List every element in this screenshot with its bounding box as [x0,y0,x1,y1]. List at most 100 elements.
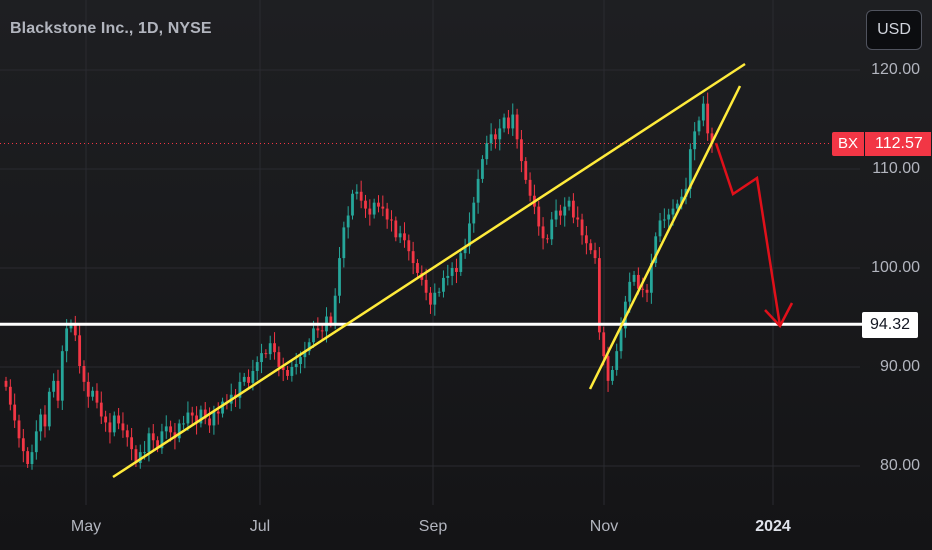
candle-body [164,426,168,432]
candle-body [680,196,684,204]
y-tick-label: 90.00 [879,358,920,375]
candle-body [459,253,463,272]
candle-body [649,263,653,293]
candle-body [8,386,12,405]
candle-body [628,281,632,302]
candle-body [671,208,675,215]
last-price-label: 112.57 [864,132,931,156]
candle-body [151,433,155,441]
candle-body [394,220,398,238]
candle-body [693,131,697,150]
candle-body [195,415,198,424]
candle-body [424,279,428,293]
candle-body [247,376,250,383]
candle-body [706,103,710,134]
candle-body [398,233,402,238]
candle-body [99,402,103,417]
candle-body [355,191,359,194]
candle-body [450,268,454,276]
candle-body [65,328,69,352]
candle-body [559,210,562,216]
candle-body [498,128,502,140]
candle-body [416,263,419,273]
chart-title: Blackstone Inc., 1D, NYSE [10,20,212,37]
candle-body [169,426,172,433]
candle-body [273,343,276,353]
candle-body [281,367,285,370]
candle-body [212,411,216,426]
candle-body [21,438,25,452]
x-tick-label: 2024 [755,518,791,535]
last-price-badge: BX 112.57 [832,132,931,156]
candle-body [584,235,588,244]
candle-body [238,381,242,398]
candle-body [34,431,38,453]
candle-body [342,227,346,259]
x-tick-label: Nov [589,518,619,535]
candle-body [437,291,441,293]
candle-body [56,380,60,401]
candle-body [593,250,597,259]
candle-body [17,420,21,439]
candle-body [312,328,315,343]
candle-body [268,343,272,355]
candle-body [26,451,30,465]
candle-body [710,133,714,144]
candle-body [615,351,619,370]
candle-body [442,277,445,292]
candle-body [251,370,255,383]
candle-body [524,161,528,180]
candle-body [619,328,623,352]
candle-body [589,243,593,251]
candle-body [134,449,138,464]
candle-body [52,380,56,392]
candle-body [554,210,558,220]
y-tick-label: 110.00 [872,160,920,177]
candle-body [377,202,380,207]
candle-body [641,288,645,290]
candle-body [520,139,523,162]
x-tick-label: May [70,518,102,535]
candle-body [563,206,567,216]
candle-body [632,274,636,282]
candle-body [294,364,298,367]
support-level-badge: 94.32 [862,312,918,338]
currency-button[interactable]: USD [866,10,922,50]
candle-body [481,159,484,179]
rising-wedge-lower-trendline [588,85,742,390]
candle-body [485,143,489,160]
projection-arrowhead [764,302,794,329]
candle-body [364,200,367,209]
candle-body [511,114,515,129]
candle-body [69,323,73,329]
candle-body [242,376,246,382]
candle-body [463,246,467,254]
y-tick-label: 80.00 [879,457,920,474]
candle-body [368,208,372,215]
x-tick-label: Jul [249,518,271,535]
candle-body [108,422,112,433]
candle-body [290,367,294,376]
candle-body [286,369,289,376]
candle-body [182,423,185,425]
candle-body [597,258,601,333]
candle-body [307,342,311,352]
candle-body [489,134,493,144]
candle-body [610,369,614,381]
projection-arrow-path [714,142,782,327]
candle-body [433,292,437,305]
candle-body [407,240,411,252]
candle-body [156,440,159,449]
candle-body [190,412,194,416]
candle-body [47,391,51,427]
candle-body [658,220,662,237]
candle-body [515,114,519,140]
candle-body [186,412,190,424]
candle-body [411,251,415,264]
candle-body [303,351,307,358]
candle-body [255,362,259,371]
candle-body [576,217,580,220]
candle-body [60,351,64,401]
